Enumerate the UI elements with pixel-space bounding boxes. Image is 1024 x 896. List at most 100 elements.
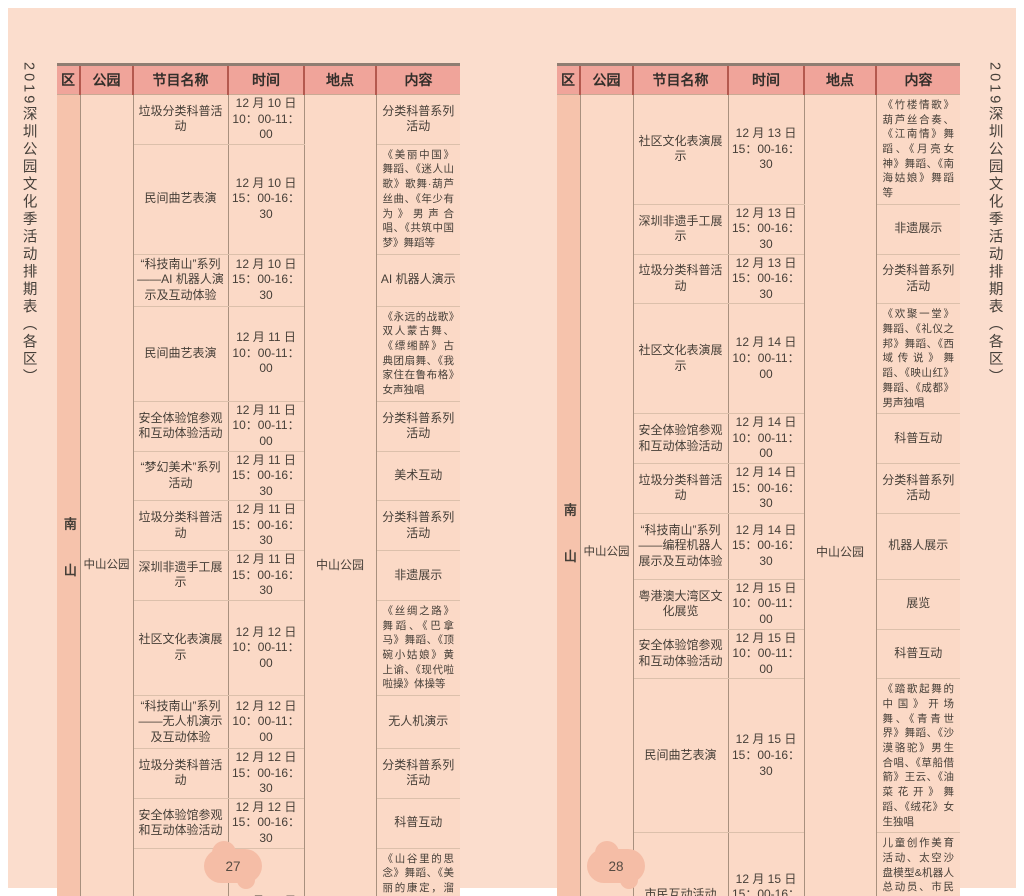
content-cell: 无人机演示 [375,694,460,749]
program-name: 深圳非遗手工展示 [633,203,729,255]
content-cell: 非遗展示 [375,550,460,601]
time-cell: 12 月 11 日 15：00-16：30 [227,500,305,552]
content-cell: 《丝绸之路》舞蹈、《巴拿马》舞蹈、《顶碗小姑娘》黄上谕、《现代啦啦操》体操等 [375,599,460,696]
content-cell: 机器人展示 [875,512,960,580]
table-row: 深圳非遗手工展示 12 月 13 日 15：00-16：30 非遗展示 [557,203,960,255]
time-cell: 12 月 12 日 15：00-16：30 [227,797,305,849]
content-cell: 科普互动 [375,797,460,849]
table-row: 安全体验馆参观和互动体验活动 12 月 12 日 15：00-16：30 科普互动 [57,797,460,849]
program-name: 民间曲艺表演 [133,305,229,402]
page-number-cloud-right: 28 [587,841,645,889]
table-row: 垃圾分类科普活动 12 月 11 日 15：00-16：30 分类科普系列活动 [57,500,460,552]
time-cell: 12 月 11 日 10：00-11：00 [227,400,305,452]
program-name: “科技南山”系列——AI 机器人演示及互动体验 [133,253,229,307]
content-cell: AI 机器人演示 [375,253,460,307]
schedule-table-left: 区 公园 节目名称 时间 地点 内容 南山 中山公园 垃圾分类科普活动 12 月… [57,63,460,896]
table-row: 南山 中山公园 垃圾分类科普活动 12 月 10 日 10：00-11：00 中山… [57,94,460,896]
program-name: 垃圾分类科普活动 [633,462,729,514]
program-name: 安全体验馆参观和互动体验活动 [633,413,729,464]
program-name: 市民互动活动 [633,832,729,896]
content-cell: 《竹楼情歌》葫芦丝合奏、《江南情》舞蹈、《月亮女神》舞蹈、《南海姑娘》舞蹈等 [875,94,960,205]
program-name: 安全体验馆参观和互动体验活动 [633,628,729,680]
time-cell: 12 月 14 日 15：00-16：30 [727,512,805,580]
program-name: 社区文化表演展示 [633,303,729,415]
table-row: 民间曲艺表演 12 月 10 日 15：00-16：30 《美丽中国》舞蹈、《迷人… [57,143,460,255]
content-cell: 科普互动 [875,413,960,464]
park-cell: 中山公园 [579,94,634,896]
col-header-district: 区 [557,64,580,95]
program-name: “科技南山”系列——无人机演示及互动体验 [133,694,229,749]
time-cell: 12 月 13 日 15：00-16：30 [727,253,805,305]
time-cell: 12 月 12 日 10：00-11：00 [227,599,305,696]
table-row: “科技南山”系列——编程机器人展示及互动体验 12 月 14 日 15：00-16… [557,512,960,580]
table-row: “科技南山”系列——AI 机器人演示及互动体验 12 月 10 日 15：00-1… [57,253,460,307]
col-header-time: 时间 [227,64,304,95]
time-cell: 12 月 10 日 15：00-16：30 [227,253,305,307]
table-row: 民间曲艺表演 12 月 11 日 10：00-11：00 《永远的战歌》双人蒙古舞… [57,305,460,402]
content-cell: 非遗展示 [875,203,960,255]
table-row: 粤港澳大湾区文化展览 12 月 15 日 10：00-11：00 展览 [557,578,960,630]
table-row: 社区文化表演展示 12 月 14 日 10：00-11：00 《欢聚一堂》舞蹈、《… [557,303,960,415]
col-header-content: 内容 [875,64,960,95]
col-header-district: 区 [57,64,80,95]
time-cell: 12 月 10 日 10：00-11：00 [227,94,305,145]
content-cell: 《永远的战歌》双人蒙古舞、《缥缃醉》古典团扇舞、《我家住在鲁布格》女声独唱 [375,305,460,402]
program-name: 社区文化表演展示 [133,599,229,696]
program-name: 垃圾分类科普活动 [133,500,229,552]
col-header-program: 节目名称 [632,64,728,95]
program-name: 民间曲艺表演 [133,143,229,255]
content-cell: 《踏歌起舞的中国》开场舞、《青青世界》舞蹈、《沙漠骆驼》男生合唱、《草船借箭》王… [875,678,960,834]
program-name: 深圳非遗手工展示 [133,550,229,601]
district-cell: 南山 [57,94,81,896]
header-row: 区 公园 节目名称 时间 地点 内容 [557,64,960,95]
program-name: 社区文化表演展示 [632,94,729,205]
header-row: 区 公园 节目名称 时间 地点 内容 [57,64,460,95]
col-header-park: 公园 [79,64,133,95]
time-cell: 12 月 15 日 10：00-11：00 [727,578,805,630]
content-cell: 分类科普系列活动 [375,747,460,799]
table-row: 社区文化表演展示 12 月 12 日 10：00-11：00 《丝绸之路》舞蹈、《… [57,599,460,696]
time-cell: 12 月 13 日 15：00-16：30 [727,94,805,205]
content-cell: 科普互动 [875,628,960,680]
time-cell: 12 月 14 日 15：00-16：30 [727,462,805,514]
district-cell: 南山 [557,94,581,896]
program-name: 垃圾分类科普活动 [633,253,729,305]
table-row: “梦幻美术”系列活动 12 月 11 日 15：00-16：30 美术互动 [57,450,460,502]
content-cell: 分类科普系列活动 [875,253,960,305]
time-cell: 12 月 14 日 10：00-11：00 [727,303,805,415]
time-cell: 12 月 11 日 10：00-11：00 [227,305,305,402]
time-cell: 12 月 11 日 15：00-16：30 [227,450,305,502]
table-row: 安全体验馆参观和互动体验活动 12 月 11 日 10：00-11：00 分类科普… [57,400,460,452]
schedule-table-right: 区 公园 节目名称 时间 地点 内容 南山 中山公园 社区文化表演展示 12 月… [557,63,960,896]
time-cell: 12 月 11 日 15：00-16：30 [227,550,305,601]
time-cell: 12 月 13 日 15：00-16：30 [727,203,805,255]
content-cell: 展览 [875,578,960,630]
table-row: 垃圾分类科普活动 12 月 13 日 15：00-16：30 分类科普系列活动 [557,253,960,305]
program-name: 民间曲艺表演 [633,678,729,834]
program-name: “梦幻美术”系列活动 [133,450,229,502]
col-header-program: 节目名称 [132,64,228,95]
col-header-location: 地点 [303,64,376,95]
table-row: 民间曲艺表演 12 月 15 日 15：00-16：30 《踏歌起舞的中国》开场舞… [557,678,960,834]
table-row: “科技南山”系列——无人机演示及互动体验 12 月 12 日 10：00-11：0… [57,694,460,749]
table-row: 垃圾分类科普活动 12 月 14 日 15：00-16：30 分类科普系列活动 [557,462,960,514]
program-name: 安全体验馆参观和互动体验活动 [133,400,229,452]
sidebar-title-left: 2019深圳公园文化季活动排期表（各区） [20,62,37,387]
table-row: 安全体验馆参观和互动体验活动 12 月 14 日 10：00-11：00 科普互动 [557,413,960,464]
table-row: 垃圾分类科普活动 12 月 12 日 15：00-16：30 分类科普系列活动 [57,747,460,799]
content-cell: 美术互动 [375,450,460,502]
col-header-park: 公园 [579,64,633,95]
table-row: 市民互动活动 12 月 15 日15：00-16：30 儿童创作美育活动、太空沙… [557,832,960,896]
time-cell: 12 月 14 日 10：00-11：00 [727,413,805,464]
time-cell: 12 月 13 日10：00-11：00 [227,847,305,896]
time-cell: 12 月 15 日15：00-16：30 [727,832,805,896]
program-name: “科技南山”系列——编程机器人展示及互动体验 [633,512,729,580]
sidebar-title-right: 2019深圳公园文化季活动排期表（各区） [986,62,1003,387]
col-header-content: 内容 [375,64,460,95]
table-row: 南山 中山公园 社区文化表演展示 12 月 13 日 15：00-16：30 中山… [557,94,960,896]
time-cell: 12 月 10 日 15：00-16：30 [227,143,305,255]
location-cell: 中山公园 [303,94,377,896]
col-header-time: 时间 [727,64,804,95]
